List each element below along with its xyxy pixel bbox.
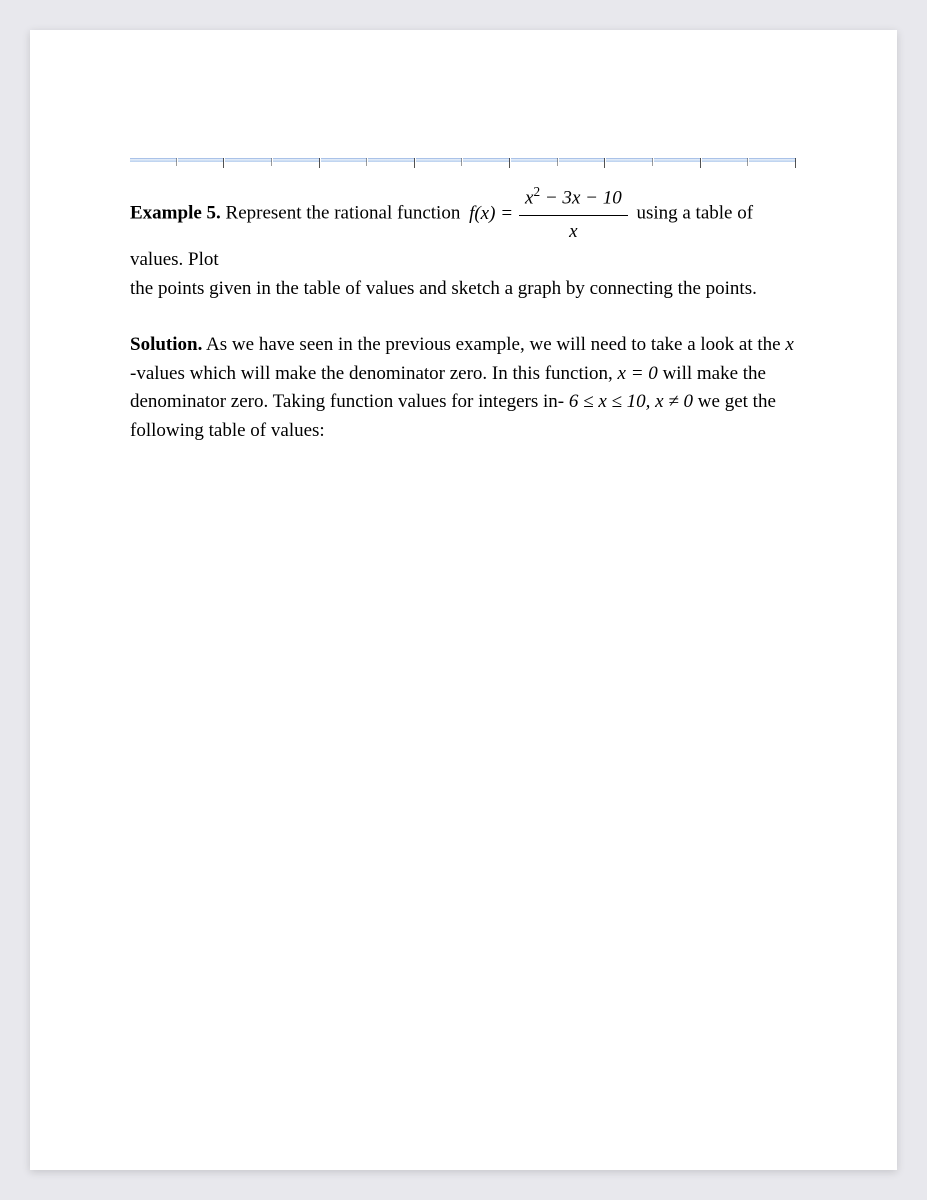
condition-x-zero: x = 0 xyxy=(618,363,658,384)
solution-text2: -values which will make the denominator … xyxy=(130,363,618,384)
document-page: Example 5. Represent the rational functi… xyxy=(30,30,897,1170)
rational-function-formula: f(x) =x2 − 3x − 10x xyxy=(469,182,628,246)
x-variable: x xyxy=(785,334,793,355)
formula-denominator: x xyxy=(519,216,628,247)
condition-range: 6 ≤ x ≤ 10, x ≠ 0 xyxy=(569,391,693,412)
example-text-before: Represent the rational function xyxy=(221,203,465,224)
horizontal-ruler xyxy=(130,158,797,170)
formula-numerator: x2 − 3x − 10 xyxy=(519,182,628,216)
solution-paragraph: Solution. As we have seen in the previou… xyxy=(130,331,797,445)
example-line2: the points given in the table of values … xyxy=(130,275,797,304)
example-label: Example 5. xyxy=(130,203,221,224)
solution-label: Solution. xyxy=(130,334,202,355)
example-paragraph: Example 5. Represent the rational functi… xyxy=(130,182,797,303)
solution-text1: As we have seen in the previous example,… xyxy=(202,334,785,355)
formula-lhs: f(x) = xyxy=(469,200,513,229)
document-content: Example 5. Represent the rational functi… xyxy=(130,182,797,445)
formula-fraction: x2 − 3x − 10x xyxy=(519,182,628,246)
